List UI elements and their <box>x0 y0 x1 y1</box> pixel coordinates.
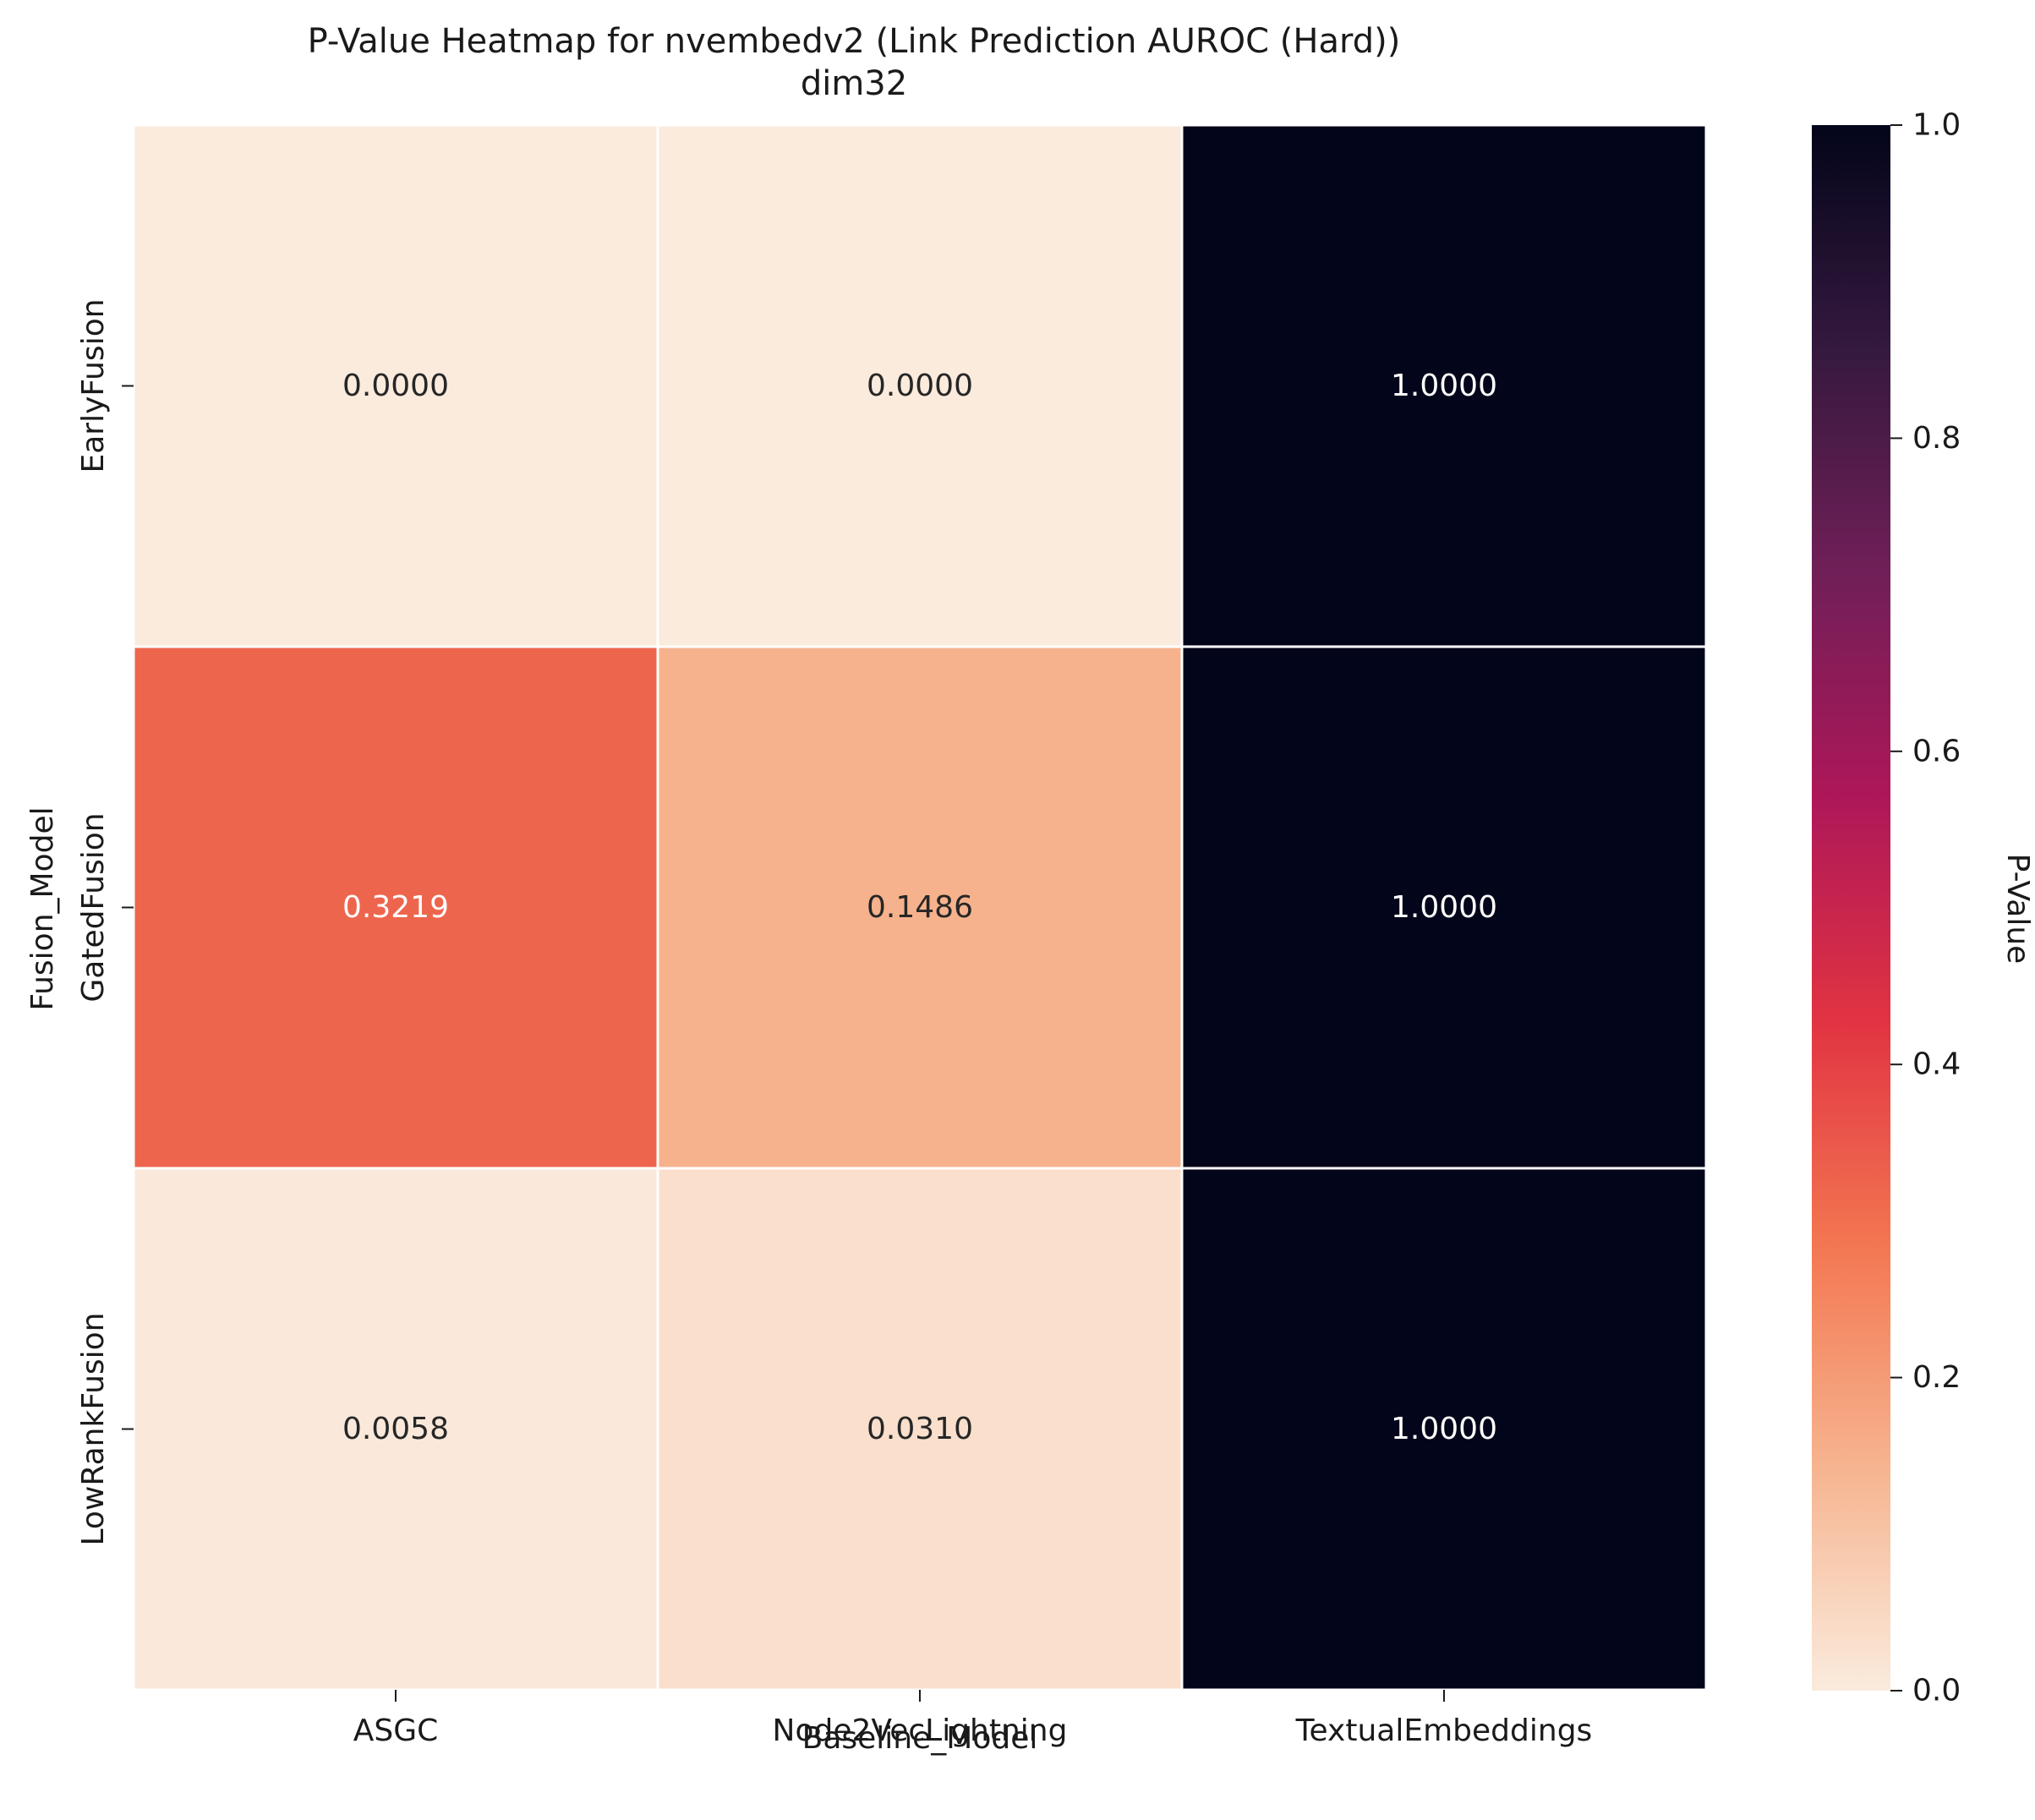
colorbar-tick-label: 0.2 <box>1912 1360 1961 1395</box>
colorbar-tick-label: 0.8 <box>1912 421 1961 456</box>
cell-value-label: 1.0000 <box>1391 369 1497 403</box>
colorbar-tick-label: 0.4 <box>1912 1047 1961 1082</box>
colorbar-tick-label: 1.0 <box>1912 108 1961 143</box>
y-tick-label: LowRankFusion <box>76 1313 111 1546</box>
y-axis-ticks: EarlyFusion GatedFusion LowRankFusion <box>76 298 134 1546</box>
heatmap-cell-labels: 0.0000 0.0000 1.0000 0.3219 0.1486 1.0000 0.00… <box>342 369 1497 1446</box>
x-tick-label: Node2VecLightning <box>773 1713 1068 1748</box>
heatmap-cell <box>132 645 659 1170</box>
x-tick-label: TextualEmbeddings <box>1295 1713 1593 1748</box>
x-axis-label: Baseline_Model <box>802 1721 1038 1756</box>
colorbar <box>1812 125 1890 1691</box>
heatmap-cells <box>132 123 1708 1692</box>
cell-value-label: 1.0000 <box>1391 890 1497 925</box>
cell-value-label: 0.0000 <box>342 369 449 403</box>
x-tick-label: ASGC <box>353 1713 439 1748</box>
heatmap-cell <box>132 1167 659 1692</box>
heatmap-cell <box>1180 645 1708 1170</box>
x-axis-ticks: ASGC Node2VecLightning TextualEmbeddings <box>353 1690 1593 1748</box>
colorbar-ticks: 0.0 0.2 0.4 0.6 0.8 1.0 <box>1890 108 1961 1708</box>
cell-value-label: 1.0000 <box>1391 1412 1497 1446</box>
heatmap-cell <box>132 123 659 648</box>
y-axis-label: Fusion_Model <box>25 806 60 1010</box>
colorbar-tick-label: 0.0 <box>1912 1674 1961 1708</box>
heatmap-cell <box>656 645 1184 1170</box>
cell-value-label: 0.0058 <box>342 1412 449 1446</box>
cell-value-label: 0.3219 <box>342 890 449 925</box>
chart-subtitle: dim32 <box>801 64 907 103</box>
y-tick-label: GatedFusion <box>76 812 111 1002</box>
heatmap-cell <box>656 123 1184 648</box>
colorbar-label: P-Value <box>2000 854 2035 965</box>
cell-value-label: 0.1486 <box>867 890 973 925</box>
cell-value-label: 0.0310 <box>867 1412 973 1446</box>
cell-value-label: 0.0000 <box>867 369 973 403</box>
heatmap-cell <box>656 1167 1184 1692</box>
chart-title: P-Value Heatmap for nvembedv2 (Link Pred… <box>308 22 1401 61</box>
y-tick-label: EarlyFusion <box>76 298 111 473</box>
colorbar-tick-label: 0.6 <box>1912 734 1961 768</box>
heatmap-cell <box>1180 123 1708 648</box>
